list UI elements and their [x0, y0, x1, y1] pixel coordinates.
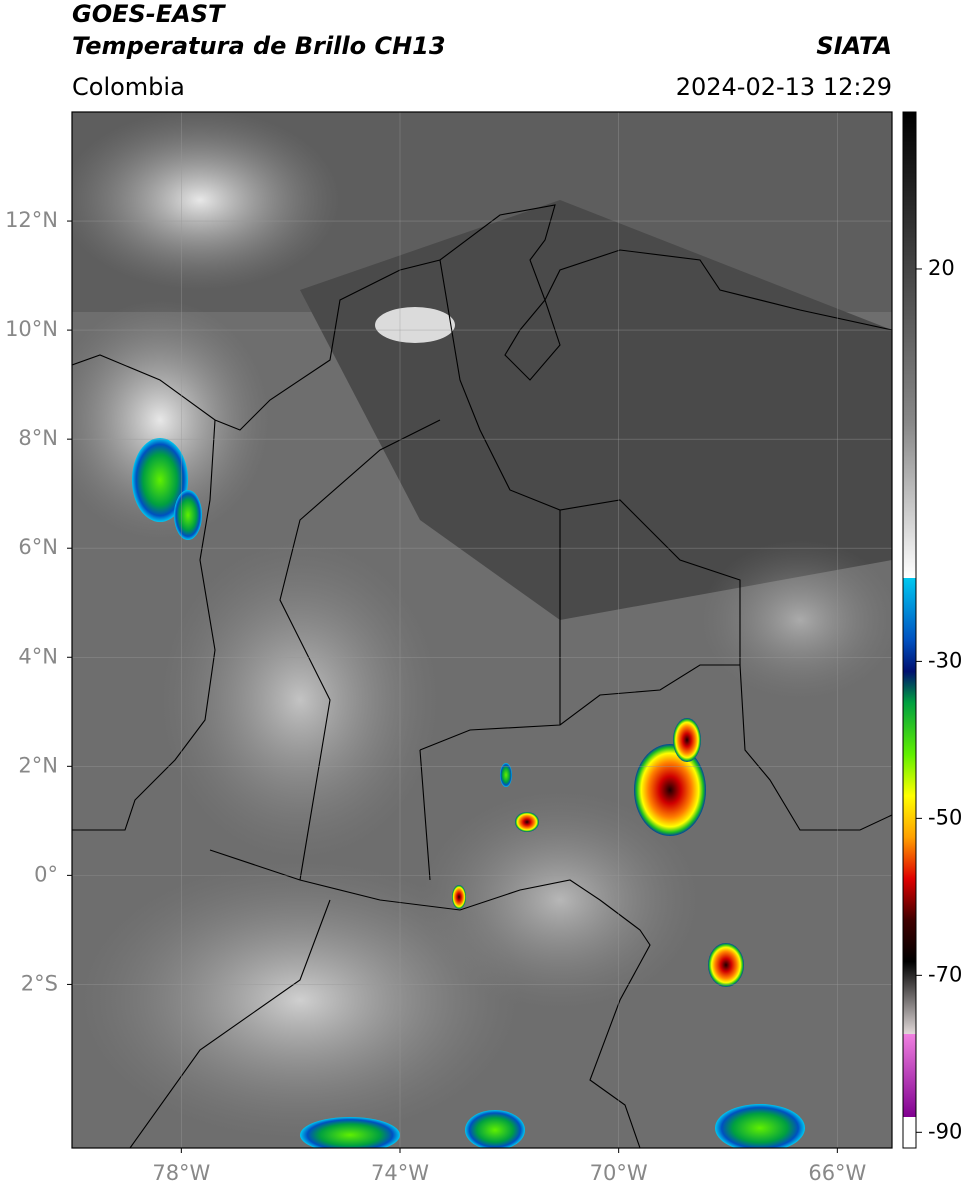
y-tick-label: 12°N [5, 208, 58, 232]
x-tick-label: 78°W [152, 1161, 210, 1185]
colorbar-tick-label: -50 [928, 805, 962, 829]
y-tick-label: 0° [34, 862, 58, 886]
colorbar [902, 111, 917, 1149]
title-line2: Temperatura de Brillo CH13 [72, 32, 446, 60]
grid [72, 112, 892, 1148]
colorbar-tick-label: 20 [928, 256, 955, 280]
region: Colombia [72, 73, 185, 101]
y-tick-label: 2°S [21, 971, 58, 995]
source: SIATA [816, 32, 892, 60]
y-tick-label: 10°N [5, 317, 58, 341]
colorbar-tick-label: -70 [928, 962, 962, 986]
colorbar-tick-label: -30 [928, 648, 962, 672]
y-tick-label: 8°N [18, 426, 58, 450]
title-line1: GOES-EAST [72, 0, 226, 28]
datetime: 2024-02-13 12:29 [676, 73, 892, 101]
y-tick-label: 4°N [18, 644, 58, 668]
x-tick-label: 66°W [808, 1161, 866, 1185]
y-tick-label: 6°N [18, 535, 58, 559]
y-tick-label: 2°N [18, 753, 58, 777]
x-tick-label: 70°W [590, 1161, 648, 1185]
colorbar-tick-label: -90 [928, 1119, 962, 1143]
x-tick-label: 74°W [371, 1161, 429, 1185]
satellite-image [72, 112, 892, 1148]
ticks: 78°W 74°W 70°W 66°W 12°N 10°N 8°N 6°N 4°N 2°N 0° 2°… [5, 208, 962, 1185]
map-frame [71, 111, 893, 1149]
